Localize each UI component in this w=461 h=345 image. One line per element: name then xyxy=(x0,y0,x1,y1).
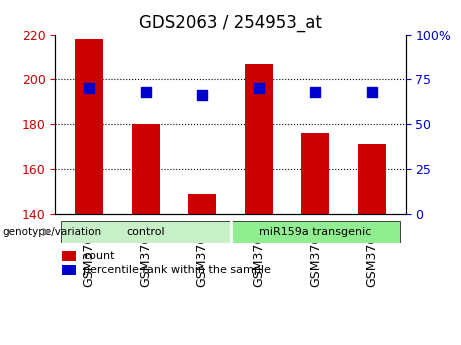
Bar xyxy=(131,124,160,214)
Title: GDS2063 / 254953_at: GDS2063 / 254953_at xyxy=(139,14,322,32)
Bar xyxy=(358,144,386,214)
Text: percentile rank within the sample: percentile rank within the sample xyxy=(83,265,271,275)
Text: count: count xyxy=(83,251,115,261)
Point xyxy=(142,89,149,95)
Text: genotype/variation: genotype/variation xyxy=(3,227,102,237)
Bar xyxy=(75,39,103,214)
Bar xyxy=(62,265,77,275)
Bar xyxy=(301,133,330,214)
Text: miR159a transgenic: miR159a transgenic xyxy=(259,227,372,237)
FancyBboxPatch shape xyxy=(230,221,400,243)
Point xyxy=(86,86,93,91)
Text: control: control xyxy=(126,227,165,237)
Point xyxy=(255,86,262,91)
Bar xyxy=(62,251,77,261)
Bar xyxy=(188,194,216,214)
Point xyxy=(199,93,206,98)
Bar xyxy=(245,63,273,214)
FancyBboxPatch shape xyxy=(61,221,230,243)
Point xyxy=(312,89,319,95)
Point xyxy=(368,89,375,95)
